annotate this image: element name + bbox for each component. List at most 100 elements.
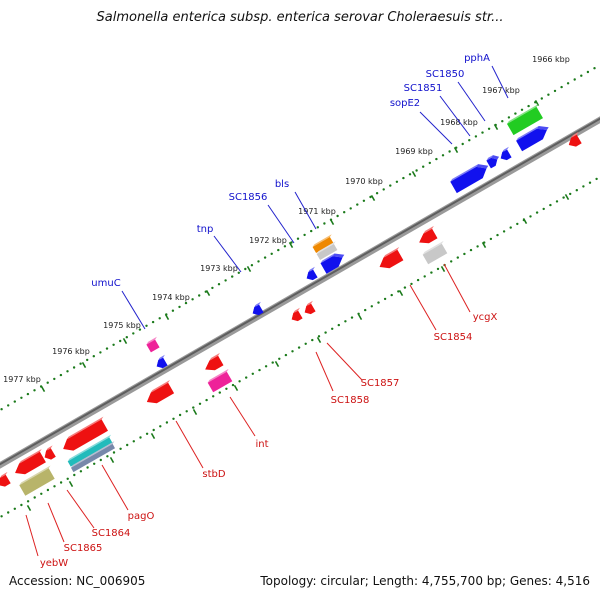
lower-track-dot — [231, 383, 235, 387]
gene-label-pago[interactable]: pagO — [128, 511, 155, 522]
gene-leader-line — [409, 284, 437, 331]
upper-track-dot — [250, 264, 254, 267]
upper-track-dot — [283, 245, 287, 248]
upper-track-dot — [389, 184, 392, 187]
gene-umuC-feature[interactable] — [146, 339, 160, 353]
gene-label-bls[interactable]: bls — [275, 179, 289, 190]
gene-label-sc1851[interactable]: SC1851 — [404, 83, 443, 94]
gene-label-ycgx[interactable]: ycgX — [473, 312, 498, 323]
lower-track-dot — [13, 507, 16, 510]
lower-track-dot — [575, 189, 578, 192]
gene-SC1865-feature[interactable] — [15, 451, 46, 475]
lower-track-dot — [0, 515, 3, 518]
gene-label-sc1854[interactable]: SC1854 — [434, 332, 473, 343]
gene-label-sc1850[interactable]: SC1850 — [426, 69, 465, 80]
upper-track-dot — [217, 283, 221, 286]
upper-track-dot — [514, 112, 517, 115]
gene-umuC-blue-feature[interactable] — [156, 357, 168, 369]
gene-int-feature[interactable] — [207, 371, 233, 393]
gene-left-red-feature[interactable] — [0, 474, 11, 487]
gene-SC1858-feature[interactable] — [291, 310, 303, 322]
lower-track-dot — [278, 357, 281, 360]
gene-leader-line — [66, 489, 95, 529]
upper-track-dot — [125, 336, 128, 339]
gene-leader-line — [101, 464, 129, 511]
gene-label-tnp[interactable]: tnp — [197, 224, 214, 235]
gene-ycgX-red-feature[interactable] — [419, 228, 438, 244]
track-tick — [233, 385, 239, 391]
track-tick — [522, 218, 528, 224]
upper-track-dot — [573, 78, 576, 81]
lower-track-dot — [106, 455, 109, 458]
gene-int-red-feature[interactable] — [205, 355, 224, 371]
gene-SC1851-feature[interactable] — [500, 149, 512, 161]
lower-track-dot — [205, 398, 208, 402]
gene-label-sc1857[interactable]: SC1857 — [361, 378, 400, 389]
lower-track-dot — [410, 282, 413, 286]
gene-label-sc1858[interactable]: SC1858 — [331, 395, 370, 406]
gene-pagO-cyan-feature[interactable] — [67, 437, 113, 467]
gene-pagO-feature[interactable] — [63, 419, 108, 451]
kbp-tick — [164, 314, 170, 320]
gene-SC1856b-feature-top-face — [308, 266, 315, 273]
gene-label-sc1865[interactable]: SC1865 — [64, 543, 103, 554]
gene-pagO-steel-feature[interactable] — [71, 443, 115, 473]
gene-SC1857-feature[interactable] — [304, 303, 316, 315]
lower-track-dot — [344, 320, 347, 323]
gene-sopE2-feature-top-face — [450, 164, 479, 182]
gene-bls-gray-feature[interactable] — [316, 244, 338, 260]
lower-track-dot — [20, 503, 23, 507]
kbp-tick — [329, 219, 335, 225]
gene-label-sc1856[interactable]: SC1856 — [229, 192, 268, 203]
lower-track-dot — [93, 462, 96, 465]
gene-ycgX-feature[interactable] — [422, 243, 448, 265]
upper-track-dot — [553, 89, 557, 93]
upper-track-dot — [132, 332, 135, 335]
lower-track-dot — [126, 443, 129, 447]
gene-SC1864-feature[interactable] — [44, 448, 56, 460]
gene-SC1854-feature[interactable] — [379, 249, 404, 269]
gene-stbD-feature[interactable] — [146, 382, 175, 404]
gene-yebW-feature[interactable] — [19, 468, 55, 496]
gene-label-yebw[interactable]: yebW — [40, 558, 68, 569]
lower-track-dot — [555, 200, 559, 203]
gene-label-sope2[interactable]: sopE2 — [390, 98, 420, 109]
upper-track-dot — [237, 271, 240, 274]
lower-track-dot — [377, 301, 380, 304]
lower-track-dot — [198, 402, 202, 405]
lower-track-dot — [26, 500, 30, 503]
upper-track-dot — [520, 108, 524, 112]
gene-leader-line — [294, 191, 317, 230]
gene-SC1856-feature[interactable] — [320, 256, 343, 274]
track-tick — [109, 457, 115, 463]
upper-track-dot — [46, 381, 49, 384]
upper-track-dot — [474, 135, 478, 138]
gene-tnp-feature[interactable] — [252, 304, 264, 316]
gene-SC1856b-feature[interactable] — [306, 269, 318, 281]
gene-label-int[interactable]: int — [255, 439, 268, 450]
gene-pphA-feature[interactable] — [507, 106, 543, 136]
lower-track-dot — [469, 248, 473, 252]
gene-SC1851b-feature[interactable] — [486, 157, 498, 169]
gene-SC1850-feature[interactable] — [516, 128, 547, 152]
upper-track-dot — [26, 392, 30, 396]
upper-track-dot — [593, 67, 596, 70]
lower-track-dot — [271, 361, 274, 364]
gene-label-umuc[interactable]: umuC — [91, 278, 120, 289]
backbone-line-shade — [0, 117, 600, 466]
gene-label-ppha[interactable]: pphA — [464, 53, 490, 64]
gene-bls-feature[interactable] — [312, 237, 334, 253]
lower-track-dot — [324, 331, 327, 334]
lower-track-dot — [245, 376, 248, 379]
upper-track-dot — [395, 180, 399, 183]
lower-track-dot — [53, 485, 56, 488]
gene-label-sc1864[interactable]: SC1864 — [92, 528, 131, 539]
kbp-tick — [288, 242, 294, 248]
upper-track-dot — [428, 161, 431, 165]
lower-track-dot — [172, 417, 175, 420]
gene-right-red-feature[interactable] — [568, 134, 582, 147]
gene-label-stbd[interactable]: stbD — [202, 469, 225, 480]
lower-track-dot — [145, 432, 149, 435]
gene-sopE2-feature[interactable] — [450, 166, 487, 194]
